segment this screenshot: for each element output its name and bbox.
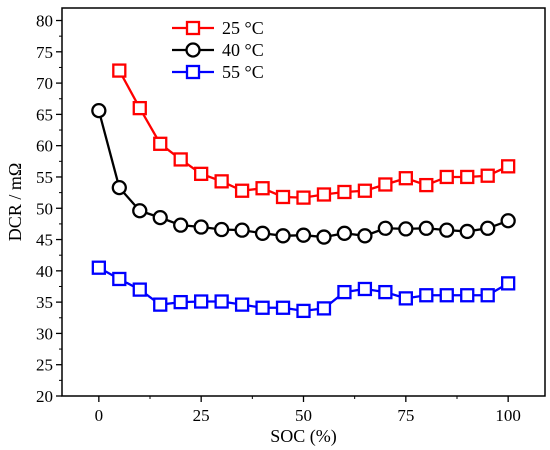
series-layer [91, 63, 516, 319]
data-point [173, 152, 188, 167]
y-tick-label: 55 [36, 168, 53, 187]
data-point [501, 276, 516, 291]
data-point [480, 288, 495, 303]
x-tick-label: 50 [295, 406, 312, 425]
data-point [419, 177, 434, 193]
data-point [377, 220, 394, 236]
x-tick-label: 0 [95, 406, 104, 425]
data-point [336, 225, 353, 241]
data-point [234, 297, 250, 312]
series-2 [91, 102, 516, 245]
legend: 25 °C40 °C55 °C [172, 18, 264, 82]
data-point [316, 229, 332, 245]
data-point [234, 183, 250, 198]
data-point [337, 184, 352, 200]
data-point [460, 169, 475, 185]
legend-label: 25 °C [222, 18, 264, 38]
data-point [254, 225, 271, 241]
data-point [193, 219, 209, 235]
data-point [296, 303, 311, 319]
legend-label: 40 °C [222, 40, 264, 60]
legend-marker [185, 64, 201, 80]
data-point [500, 213, 516, 229]
y-tick-label: 80 [36, 12, 53, 31]
data-point [112, 271, 127, 287]
legend-marker [185, 20, 201, 36]
data-point [296, 190, 311, 205]
data-point [132, 100, 147, 116]
data-point [152, 209, 168, 226]
data-point [111, 179, 127, 196]
data-point [337, 284, 352, 300]
data-point [275, 189, 291, 205]
data-point [357, 183, 373, 198]
data-point [153, 297, 168, 312]
data-point [501, 159, 516, 174]
data-point [173, 294, 188, 310]
data-point [275, 300, 291, 315]
y-tick-label: 75 [36, 43, 53, 62]
series-3 [91, 260, 516, 319]
legend-marker [185, 42, 201, 58]
data-point [91, 260, 106, 275]
x-tick-label: 100 [495, 406, 521, 425]
data-point [153, 136, 168, 151]
data-point [418, 220, 434, 236]
data-point [419, 288, 434, 303]
data-point [173, 217, 189, 233]
y-tick-label: 25 [36, 356, 53, 375]
data-point [213, 221, 230, 238]
data-point [275, 228, 291, 244]
y-axis-title: DCR / mΩ [5, 163, 25, 241]
series-1 [112, 63, 516, 205]
y-tick-label: 30 [36, 324, 53, 343]
data-point [255, 181, 270, 196]
data-point [439, 288, 454, 303]
data-point [132, 203, 148, 219]
y-tick-label: 70 [36, 74, 53, 93]
legend-entry-1: 25 °C [172, 18, 264, 38]
data-point [398, 171, 413, 186]
legend-entry-3: 55 °C [172, 62, 264, 82]
data-point [316, 301, 332, 316]
data-point [439, 222, 455, 238]
data-point [316, 187, 332, 202]
x-tick-label: 75 [397, 406, 414, 425]
y-tick-label: 65 [36, 105, 53, 124]
y-tick-label: 35 [36, 293, 53, 312]
data-point [194, 166, 209, 181]
y-tick-label: 20 [36, 387, 53, 406]
data-point [459, 223, 475, 240]
axis-ticks: 20 25 30 35 40 45 50 55 60 65 70 75 80 0 25 50 75 100 [36, 12, 521, 425]
data-point [194, 294, 209, 309]
data-point [460, 288, 475, 303]
data-point [214, 294, 229, 309]
data-point [295, 227, 312, 243]
data-point [214, 174, 229, 189]
data-point [378, 177, 393, 192]
data-point [398, 291, 413, 306]
x-tick-label: 25 [193, 406, 210, 425]
data-point [378, 284, 393, 300]
legend-label: 55 °C [222, 62, 264, 82]
data-point [91, 102, 107, 119]
data-point [480, 220, 496, 236]
y-tick-label: 45 [36, 231, 53, 250]
x-axis-title: SOC (%) [270, 426, 337, 447]
data-point [357, 228, 373, 244]
data-point [234, 222, 250, 238]
legend-entry-2: 40 °C [172, 40, 264, 60]
data-point [480, 168, 495, 183]
data-point [112, 63, 127, 78]
y-tick-label: 60 [36, 137, 53, 156]
y-tick-label: 50 [36, 199, 53, 218]
data-point [398, 221, 414, 237]
data-point [132, 282, 147, 297]
data-point [255, 300, 270, 315]
data-point [439, 169, 454, 185]
y-tick-label: 40 [36, 262, 53, 281]
data-point [357, 281, 373, 297]
